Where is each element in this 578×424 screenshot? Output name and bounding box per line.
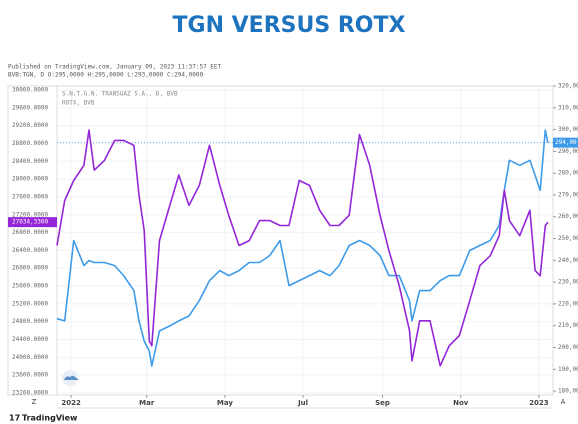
y2-tick-label: 290,00 xyxy=(558,148,578,155)
y2-tick-label: 200,00 xyxy=(558,344,578,351)
x-tick-label: 2023 xyxy=(529,399,549,407)
y2-tick-label: 240,00 xyxy=(558,257,578,264)
last-price-label: 27034,3300 xyxy=(12,219,49,226)
logo-mark: 17 xyxy=(9,414,20,423)
legend-entry: S.N.T.G.N. TRANSGAZ S.A., D, BVB xyxy=(62,91,178,98)
x-tick-label: Nov xyxy=(453,399,469,407)
y-tick-label: 27200.0000 xyxy=(12,211,49,218)
y-tick-label: 24000.0000 xyxy=(12,354,49,361)
y-tick-label: 27600.0000 xyxy=(12,193,49,200)
left-axis-frame xyxy=(7,85,58,396)
y2-tick-label: 300,00 xyxy=(558,126,578,133)
scale-button[interactable]: Z xyxy=(32,398,37,406)
x-tick-label: Jul xyxy=(297,399,308,407)
y-tick-label: 23200.0000 xyxy=(12,389,49,396)
y2-tick-label: 190,00 xyxy=(558,366,578,373)
scale-button[interactable]: A xyxy=(561,398,566,406)
y2-tick-label: 250,00 xyxy=(558,235,578,242)
y-tick-label: 29200.0000 xyxy=(12,122,49,129)
y2-tick-label: 280,00 xyxy=(558,170,578,177)
x-tick-label: Mar xyxy=(139,399,155,407)
x-tick-label: Sep xyxy=(375,399,390,407)
y-tick-label: 28000.0000 xyxy=(12,176,49,183)
y-tick-label: 25600.0000 xyxy=(12,283,49,290)
y-tick-label: 24400.0000 xyxy=(12,336,49,343)
y-tick-label: 26400.0000 xyxy=(12,247,49,254)
y-tick-label: 29600.0000 xyxy=(12,104,49,111)
published-note: Published on TradingView.com, January 09… xyxy=(8,64,222,71)
plot-frame xyxy=(56,85,554,396)
y-tick-label: 28400.0000 xyxy=(12,158,49,165)
grid xyxy=(57,86,553,395)
y-tick-label: 28800.0000 xyxy=(12,140,49,147)
y-tick-label: 23600.0000 xyxy=(12,372,49,379)
series-line xyxy=(56,129,549,367)
y2-tick-label: 270,00 xyxy=(558,191,578,198)
chart-title: TGN VERSUS ROTX xyxy=(173,13,406,38)
y-tick-label: 26800.0000 xyxy=(12,229,49,236)
y2-tick-label: 260,00 xyxy=(558,213,578,220)
y2-tick-label: 310,00 xyxy=(558,104,578,111)
last-price-box xyxy=(8,217,57,228)
last-price-box xyxy=(553,137,578,148)
cloud-icon xyxy=(62,370,78,386)
series-line xyxy=(56,129,549,367)
y2-tick-label: 320,00 xyxy=(558,83,578,90)
y-tick-label: 26000.0000 xyxy=(12,265,49,272)
y2-tick-label: 180,00 xyxy=(558,388,578,395)
last-price-label: 294,00 xyxy=(555,139,577,146)
y-tick-label: 24800.0000 xyxy=(12,318,49,325)
y2-tick-label: 220,00 xyxy=(558,300,578,307)
x-tick-label: 2022 xyxy=(61,399,81,407)
footer-logo: TradingView xyxy=(22,414,78,423)
y2-tick-label: 230,00 xyxy=(558,279,578,286)
y2-tick-label: 210,00 xyxy=(558,322,578,329)
legend-entry: ROTX, BVB xyxy=(62,100,95,107)
x-tick-label: May xyxy=(217,399,233,407)
y-tick-label: 30000.0000 xyxy=(12,87,49,94)
ohlc-note: BVB:TGN, D O:295,0000 H:295,0000 L:293,0… xyxy=(8,72,203,79)
y-tick-label: 25200.0000 xyxy=(12,300,49,307)
